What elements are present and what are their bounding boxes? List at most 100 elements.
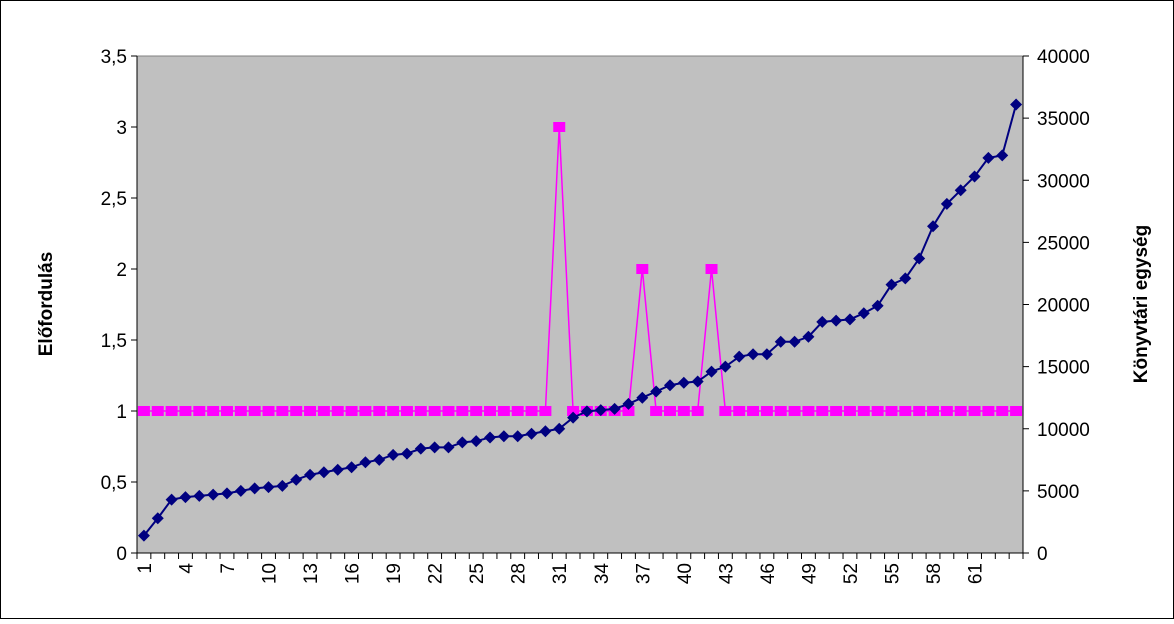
occurrence-point <box>317 406 330 416</box>
library-units-point <box>151 512 164 525</box>
library-units-point <box>705 365 718 378</box>
occurrence-point <box>400 406 413 416</box>
right-tick-label: 10000 <box>1037 420 1090 441</box>
library-units-point <box>968 170 981 183</box>
x-tick-label: 22 <box>426 563 447 584</box>
library-units-point <box>940 197 953 210</box>
occurrence-point <box>290 406 303 416</box>
occurrence-point <box>1010 406 1023 416</box>
library-units-point <box>830 314 843 327</box>
occurrence-point <box>442 406 455 416</box>
x-tick-label: 1 <box>135 563 156 574</box>
occurrence-point <box>567 406 580 416</box>
occurrence-point <box>179 406 192 416</box>
library-units-point <box>234 484 247 497</box>
library-units-point <box>193 489 206 502</box>
occurrence-point <box>484 406 497 416</box>
library-units-point <box>594 404 607 417</box>
left-tick-label: 3 <box>116 118 127 139</box>
library-units-point <box>1010 98 1023 111</box>
library-units-point <box>982 151 995 164</box>
library-units-point <box>304 468 317 481</box>
library-units-point <box>511 430 524 443</box>
occurrence-point <box>511 406 524 416</box>
library-units-point <box>484 431 497 444</box>
library-units-point <box>262 481 275 494</box>
occurrence-point <box>234 406 247 416</box>
occurrence-point <box>151 406 164 416</box>
occurrence-point <box>220 406 233 416</box>
library-units-point <box>580 405 593 418</box>
right-axis-ticks: 0 5000 10000 15000 20000 25000 30000 35000 40000 <box>1023 47 1090 565</box>
x-tick-label: 10 <box>260 563 281 584</box>
library-units-point <box>248 482 261 495</box>
library-units-point <box>470 435 483 448</box>
library-units-point <box>636 391 649 404</box>
x-tick-label: 28 <box>509 563 530 584</box>
library-units-point <box>996 149 1009 162</box>
library-units-point <box>220 487 233 500</box>
occurrence-point <box>899 406 912 416</box>
library-units-point <box>913 252 926 265</box>
library-units-point <box>497 430 510 443</box>
library-units-point <box>290 473 303 486</box>
left-axis-title: Előfordulás <box>36 252 57 357</box>
library-units-point <box>553 422 566 435</box>
library-units-point <box>525 427 538 440</box>
occurrence-series-line <box>143 126 1017 412</box>
occurrence-point <box>525 406 538 416</box>
left-tick-label: 2 <box>116 260 127 281</box>
library-units-point <box>733 350 746 363</box>
x-tick-label: 25 <box>467 563 488 584</box>
occurrence-point <box>373 406 386 416</box>
occurrence-point <box>982 406 995 416</box>
library-units-point <box>885 278 898 291</box>
library-units-point <box>317 466 330 479</box>
right-tick-label: 15000 <box>1037 358 1090 379</box>
occurrence-point <box>262 406 275 416</box>
library-units-point <box>608 402 621 415</box>
library-units-point <box>747 348 760 361</box>
occurrence-point <box>636 264 649 274</box>
library-units-point <box>857 307 870 320</box>
occurrence-point <box>885 406 898 416</box>
library-units-point <box>663 379 676 392</box>
right-tick-label: 25000 <box>1037 233 1090 254</box>
occurrence-point <box>871 406 884 416</box>
occurrence-point <box>913 406 926 416</box>
x-tick-label: 7 <box>218 563 239 574</box>
occurrence-point <box>733 406 746 416</box>
occurrence-point <box>691 406 704 416</box>
occurrence-point <box>207 406 220 416</box>
right-tick-label: 40000 <box>1037 47 1090 68</box>
x-tick-label: 13 <box>301 563 322 584</box>
x-tick-label: 49 <box>799 563 820 584</box>
occurrence-point <box>802 406 815 416</box>
library-units-point <box>539 425 552 438</box>
x-tick-label: 19 <box>384 563 405 584</box>
library-units-point <box>414 442 427 455</box>
library-units-point <box>871 299 884 312</box>
library-units-point <box>428 441 441 454</box>
left-axis-ticks: 0 0,5 1 1,5 2 2,5 3 3,5 <box>101 47 137 565</box>
library-units-point <box>165 493 178 506</box>
occurrence-point <box>663 406 676 416</box>
library-units-point <box>456 436 469 449</box>
occurrence-point <box>747 406 760 416</box>
occurrence-point <box>165 406 178 416</box>
occurrence-point <box>940 406 953 416</box>
occurrence-point <box>705 264 718 274</box>
occurrence-point <box>996 406 1009 416</box>
x-tick-label: 4 <box>176 563 197 574</box>
occurrence-point <box>677 406 690 416</box>
library-units-point <box>774 335 787 348</box>
library-units-point <box>276 479 289 492</box>
right-tick-label: 0 <box>1037 544 1048 565</box>
library-units-point <box>802 330 815 343</box>
occurrence-point <box>470 406 483 416</box>
right-tick-label: 35000 <box>1037 109 1090 130</box>
library-units-point <box>442 441 455 454</box>
x-tick-label: 52 <box>841 563 862 584</box>
library-units-series-line <box>143 104 1018 537</box>
